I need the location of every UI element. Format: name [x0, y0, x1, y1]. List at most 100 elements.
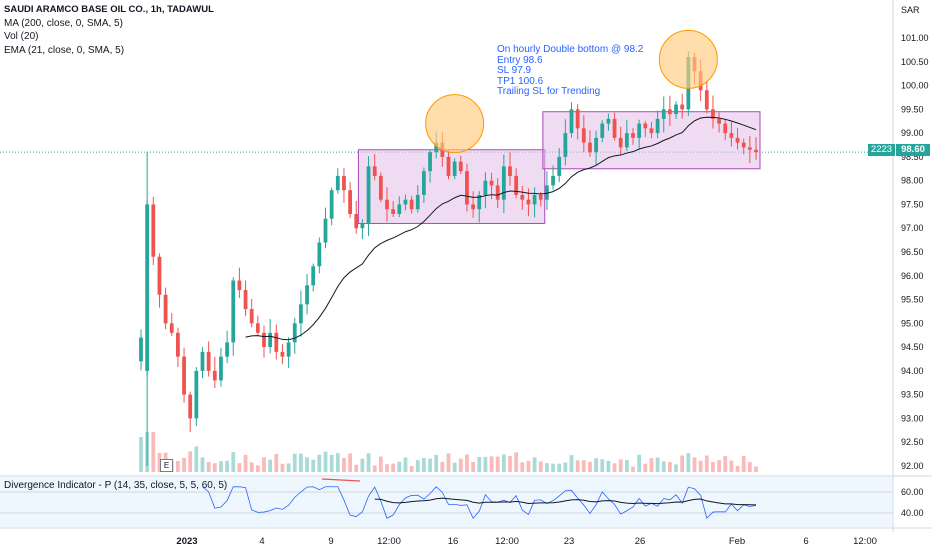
symbol-title[interactable]: SAUDI ARAMCO BASE OIL CO., 1h, TADAWUL	[4, 4, 214, 15]
candle-body	[538, 194, 543, 200]
candle-body	[415, 194, 420, 210]
highlight-circles	[425, 29, 718, 154]
candle-body	[508, 166, 512, 176]
volume-bar	[249, 462, 254, 472]
highlight-circle	[425, 94, 485, 154]
oscillator-background	[0, 476, 893, 528]
volume-bar	[747, 462, 752, 472]
candle-body	[139, 337, 143, 362]
candle-body	[495, 185, 500, 200]
candle-body	[661, 109, 666, 119]
candle-body	[747, 147, 752, 150]
volume-bar	[545, 463, 549, 472]
indicator-vol[interactable]: Vol (20)	[4, 31, 39, 42]
volume-bar	[317, 454, 322, 472]
oscillator-label[interactable]: Divergence Indicator - P (14, 35, close,…	[4, 480, 228, 491]
last-price-badge: 98.60	[896, 144, 930, 156]
volume-bar	[422, 458, 426, 472]
candle-body	[458, 161, 463, 172]
annotation-line: Entry 98.6	[497, 54, 543, 66]
candle-body	[471, 204, 475, 210]
candle-body	[212, 370, 217, 381]
volume-bar	[323, 451, 328, 472]
candle-body	[569, 109, 574, 134]
candle-body	[176, 332, 180, 357]
volume-bar	[452, 462, 457, 472]
volume-bar	[612, 463, 617, 472]
volume-bar	[139, 437, 143, 472]
volume-bar	[520, 462, 525, 472]
indicator-ma[interactable]: MA (200, close, 0, SMA, 5)	[4, 17, 123, 29]
volume-bar	[729, 460, 734, 472]
volume-bar	[329, 454, 334, 472]
volume-bar	[342, 457, 346, 472]
oscillator-tick-label: 60.00	[901, 487, 924, 497]
price-tick-label: 99.50	[901, 104, 924, 114]
time-axis[interactable]: 2023 4 9 12:00 16 12:00 23 26 Feb 6 12:00	[176, 536, 876, 547]
candle-body	[249, 309, 254, 324]
candle-body	[581, 128, 586, 143]
candle-body	[268, 332, 273, 348]
price-tick-label: 100.50	[901, 57, 929, 67]
price-tick-label: 94.00	[901, 366, 924, 376]
price-tick-label: 92.00	[901, 461, 924, 471]
volume-bar	[360, 458, 365, 472]
price-tick-label: 92.50	[901, 437, 924, 447]
candle-body	[434, 142, 439, 153]
oscillator-panel	[0, 476, 893, 528]
time-tick-label: 4	[259, 536, 264, 547]
price-tick-label: 99.00	[901, 128, 924, 138]
candle-body	[329, 190, 334, 219]
volume-bar	[354, 464, 359, 472]
annotation-line: On hourly Double bottom @ 98.2	[497, 44, 644, 55]
price-tick-label: 100.00	[901, 81, 929, 91]
volume-bar	[495, 456, 500, 472]
volume-bar	[255, 465, 260, 472]
candle-body	[311, 266, 316, 286]
volume-bar	[305, 457, 309, 472]
time-tick-label: Feb	[729, 536, 745, 547]
volume-bar	[428, 458, 432, 472]
volume-bar	[366, 453, 371, 472]
volume-bar	[206, 461, 211, 472]
volume-bars	[139, 432, 758, 472]
volume-bar	[188, 451, 193, 472]
price-axis[interactable]: 101.00 100.50 100.00 99.50 99.00 98.50 98.00 97…	[901, 33, 929, 518]
volume-bar	[274, 453, 279, 472]
candle-body	[348, 190, 352, 214]
candle-body	[612, 118, 617, 138]
volume-bar	[680, 455, 685, 472]
candle-body	[723, 123, 728, 134]
volume-bar	[268, 459, 273, 472]
volume-bar	[292, 453, 297, 472]
candle-body	[520, 194, 525, 200]
volume-bar	[698, 460, 703, 472]
candle-body	[668, 109, 672, 115]
candle-body	[169, 323, 174, 333]
candle-body	[163, 294, 168, 324]
candle-body	[151, 204, 156, 257]
price-tick-label: 96.50	[901, 247, 924, 257]
volume-bar	[501, 454, 506, 472]
volume-bar	[649, 458, 654, 472]
volume-bar	[655, 457, 660, 472]
volume-bar	[717, 460, 721, 472]
candle-body	[366, 166, 371, 224]
volume-bar	[735, 465, 740, 472]
zone-box	[357, 149, 546, 224]
volume-bar	[674, 464, 678, 472]
volume-bar	[151, 432, 156, 472]
volume-bar	[212, 463, 217, 472]
candle-body	[729, 133, 734, 138]
candle-body	[600, 123, 605, 138]
candle-body	[409, 199, 414, 210]
volume-bar	[378, 456, 383, 472]
indicator-ema[interactable]: EMA (21, close, 0, SMA, 5)	[4, 44, 125, 56]
volume-bar	[557, 463, 562, 472]
volume-bar	[563, 462, 568, 472]
candle-body	[292, 323, 297, 343]
earnings-marker[interactable]: E	[160, 459, 173, 472]
time-tick-label: 12:00	[377, 536, 401, 547]
volume-bar	[489, 456, 494, 472]
